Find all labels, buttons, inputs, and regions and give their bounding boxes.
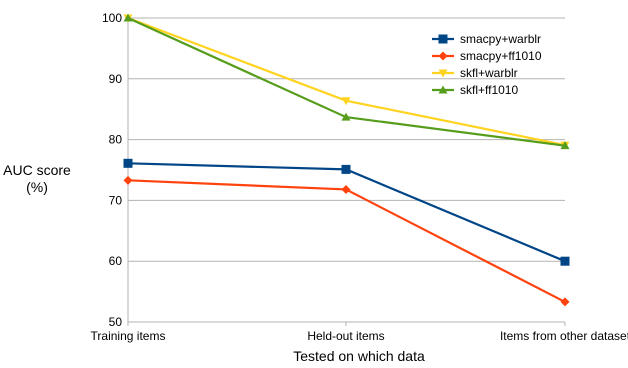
- legend-marker-skfl+ff1010: [438, 85, 448, 94]
- legend-marker-smacpy+ff1010: [438, 51, 448, 61]
- y-tick-50: 50: [109, 315, 123, 329]
- series-skfl+ff1010: [123, 13, 570, 150]
- series-line-smacpy+ff1010: [127, 179, 566, 303]
- point-smacpy+ff1010-2: [560, 297, 570, 307]
- point-skfl+ff1010-1: [341, 112, 351, 121]
- point-smacpy+ff1010-0: [123, 175, 133, 185]
- legend-item-skfl+ff1010: skfl+ff1010: [432, 83, 518, 97]
- y-tick-70: 70: [109, 193, 123, 207]
- legend-label-skfl+ff1010: skfl+ff1010: [460, 83, 518, 97]
- x-tick-label-1: Held-out items: [307, 329, 384, 343]
- legend-marker-skfl+warblr: [438, 69, 448, 78]
- y-axis-title-line-2: (%): [26, 179, 48, 195]
- legend-marker-smacpy+warblr: [438, 34, 448, 44]
- legend-label-smacpy+warblr: smacpy+warblr: [460, 32, 541, 46]
- series-group: [123, 13, 570, 307]
- series-smacpy+ff1010: [123, 175, 570, 307]
- legend-item-smacpy+ff1010: smacpy+ff1010: [432, 49, 542, 63]
- point-smacpy+warblr-2: [560, 256, 570, 266]
- y-axis-title-line-1: AUC score: [3, 162, 71, 178]
- legend-label-smacpy+ff1010: smacpy+ff1010: [460, 49, 542, 63]
- point-skfl+ff1010-0: [123, 13, 133, 22]
- series-line-smacpy+warblr: [127, 162, 566, 263]
- x-tick-label-2: Items from other dataset: [500, 329, 628, 343]
- x-tick-labels: Training items Held-out items Items from o…: [91, 329, 628, 343]
- series-smacpy+warblr: [123, 158, 570, 266]
- legend-label-skfl+warblr: skfl+warblr: [460, 66, 518, 80]
- y-tick-90: 90: [109, 72, 123, 86]
- axes: [127, 18, 566, 326]
- point-smacpy+ff1010-1: [341, 184, 351, 194]
- point-smacpy+warblr-1: [341, 164, 351, 174]
- y-tick-100: 100: [102, 11, 122, 25]
- x-tick-label-0: Training items: [91, 329, 166, 343]
- point-skfl+warblr-1: [341, 97, 351, 106]
- y-tick-labels: 50 60 70 80 90 100: [102, 11, 122, 329]
- point-smacpy+warblr-0: [123, 158, 133, 168]
- point-skfl+ff1010-2: [560, 141, 570, 150]
- y-tick-60: 60: [109, 254, 123, 268]
- y-tick-80: 80: [109, 133, 123, 147]
- legend-item-smacpy+warblr: smacpy+warblr: [432, 32, 541, 46]
- legend-item-skfl+warblr: skfl+warblr: [432, 66, 518, 80]
- x-axis-title: Tested on which data: [293, 348, 425, 364]
- legend: smacpy+warblr smacpy+ff1010 skfl+warblr skf…: [432, 32, 542, 97]
